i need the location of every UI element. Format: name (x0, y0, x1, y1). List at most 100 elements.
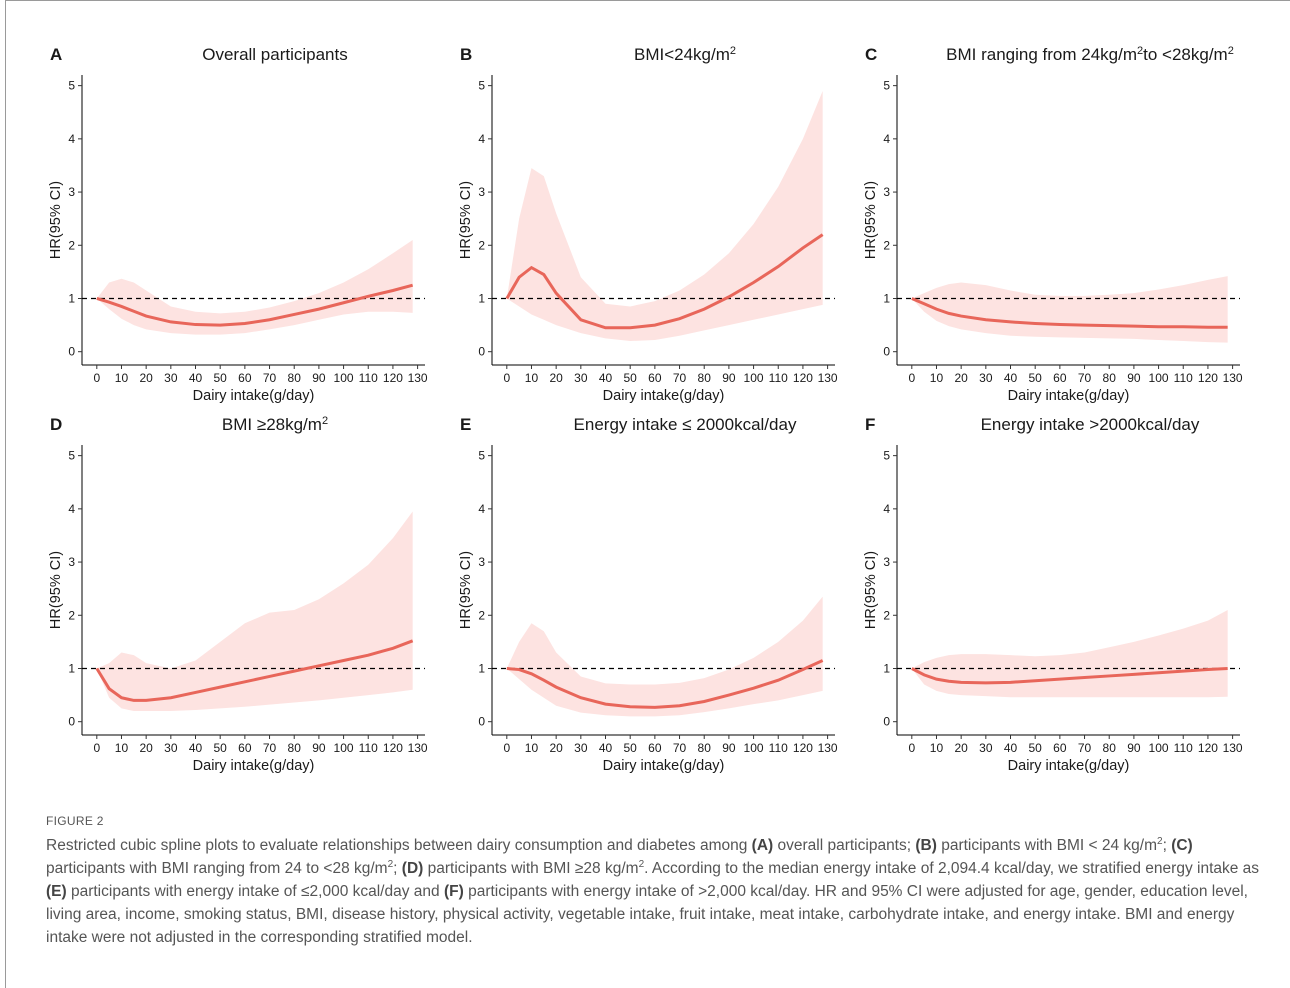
x-tick-label: 10 (930, 741, 944, 755)
y-tick-label: 0 (68, 715, 75, 729)
x-tick-label: 10 (115, 371, 129, 385)
title-text: Overall participants (202, 45, 348, 64)
x-tick-label: 100 (1149, 741, 1169, 755)
x-tick-label: 110 (769, 371, 788, 385)
x-tick-label: 30 (164, 741, 178, 755)
y-tick-label: 2 (478, 608, 485, 622)
y-tick-label: 1 (68, 661, 75, 675)
x-tick-label: 40 (1004, 741, 1018, 755)
x-tick-label: 80 (1103, 371, 1117, 385)
x-tick-label: 120 (1198, 741, 1218, 755)
x-tick-label: 130 (1223, 741, 1243, 755)
x-tick-label: 90 (722, 741, 736, 755)
y-tick-label: 5 (883, 79, 890, 93)
x-axis-title: Dairy intake(g/day) (1008, 388, 1130, 404)
y-tick-label: 1 (478, 661, 485, 675)
x-tick-label: 90 (1127, 741, 1141, 755)
x-tick-label: 110 (1174, 741, 1193, 755)
figure-label: FIGURE 2 (46, 814, 104, 828)
title-text: BMI ranging from 24kg/m (946, 45, 1137, 64)
x-tick-label: 10 (525, 371, 539, 385)
x-tick-label: 70 (263, 741, 277, 755)
x-tick-label: 10 (930, 371, 944, 385)
x-tick-label: 40 (189, 741, 203, 755)
x-tick-label: 50 (1029, 371, 1043, 385)
x-tick-label: 40 (599, 371, 613, 385)
title-text: BMI<24kg/m (634, 45, 730, 64)
x-tick-label: 50 (214, 371, 228, 385)
y-axis-title: HR(95% CI) (48, 551, 64, 629)
x-tick-label: 0 (93, 371, 100, 385)
y-tick-label: 3 (478, 555, 485, 569)
x-tick-label: 20 (139, 741, 153, 755)
title-sup: 2 (322, 415, 328, 427)
caption-text: participants with BMI < 24 kg/m (936, 837, 1157, 854)
caption-text: overall participants; (773, 837, 916, 854)
title-text: BMI ≥28kg/m (222, 415, 322, 434)
y-tick-label: 3 (883, 555, 890, 569)
y-tick-label: 3 (883, 185, 890, 199)
title-text: Energy intake >2000kcal/day (981, 415, 1200, 434)
y-tick-label: 0 (478, 345, 485, 359)
x-tick-label: 20 (549, 741, 563, 755)
panel-letter: D (50, 415, 62, 434)
x-tick-label: 40 (599, 741, 613, 755)
x-tick-label: 30 (979, 741, 993, 755)
x-tick-label: 60 (1053, 741, 1067, 755)
ci-band (96, 239, 413, 335)
x-tick-label: 100 (334, 371, 354, 385)
caption-text: participants with BMI ≥28 kg/m (423, 860, 639, 877)
y-axis-title: HR(95% CI) (458, 551, 474, 629)
y-tick-label: 1 (883, 291, 890, 305)
caption-bold: (B) (915, 837, 937, 854)
hr-line (95, 639, 414, 702)
chart-title: Energy intake >2000kcal/day (981, 415, 1200, 434)
x-tick-label: 120 (383, 371, 403, 385)
panel-letter: E (460, 415, 471, 434)
caption-bold: (F) (443, 883, 464, 900)
x-axis-title: Dairy intake(g/day) (603, 758, 725, 774)
x-tick-label: 10 (115, 741, 129, 755)
y-tick-label: 4 (68, 132, 75, 146)
x-tick-label: 100 (744, 741, 764, 755)
title-text: Energy intake ≤ 2000kcal/day (574, 415, 797, 434)
x-tick-label: 80 (698, 371, 712, 385)
x-tick-label: 120 (793, 741, 813, 755)
x-tick-label: 70 (263, 371, 277, 385)
x-tick-label: 30 (574, 741, 588, 755)
x-tick-label: 0 (93, 741, 100, 755)
chart-title: BMI ≥28kg/m2 (222, 415, 328, 434)
y-tick-label: 0 (883, 345, 890, 359)
y-tick-label: 4 (478, 132, 485, 146)
x-tick-label: 130 (818, 741, 838, 755)
x-tick-label: 10 (525, 741, 539, 755)
panel-letter: C (865, 45, 877, 64)
hr-line (505, 233, 824, 330)
caption-text: ; (393, 860, 402, 877)
x-tick-label: 90 (722, 371, 736, 385)
x-tick-label: 120 (793, 371, 813, 385)
y-tick-label: 5 (68, 79, 75, 93)
x-tick-label: 110 (359, 371, 378, 385)
caption-sup: 2 (638, 858, 645, 870)
x-tick-label: 0 (503, 741, 510, 755)
x-tick-label: 130 (408, 741, 428, 755)
caption-bold: (A) (751, 837, 774, 854)
x-tick-label: 80 (698, 741, 712, 755)
chart-title: Energy intake ≤ 2000kcal/day (574, 415, 797, 434)
x-tick-label: 30 (574, 371, 588, 385)
x-tick-label: 60 (238, 371, 252, 385)
caption: Restricted cubic spline plots to evaluat… (46, 834, 1261, 949)
y-tick-label: 5 (478, 449, 485, 463)
y-tick-label: 5 (883, 449, 890, 463)
x-axis-title: Dairy intake(g/day) (193, 758, 315, 774)
x-tick-label: 100 (334, 741, 354, 755)
x-tick-label: 90 (312, 741, 326, 755)
caption-bold: (C) (1171, 837, 1193, 854)
x-tick-label: 70 (1078, 741, 1092, 755)
x-tick-label: 50 (624, 371, 638, 385)
x-tick-label: 60 (648, 371, 662, 385)
x-tick-label: 100 (1149, 371, 1169, 385)
ci-band (506, 90, 823, 342)
